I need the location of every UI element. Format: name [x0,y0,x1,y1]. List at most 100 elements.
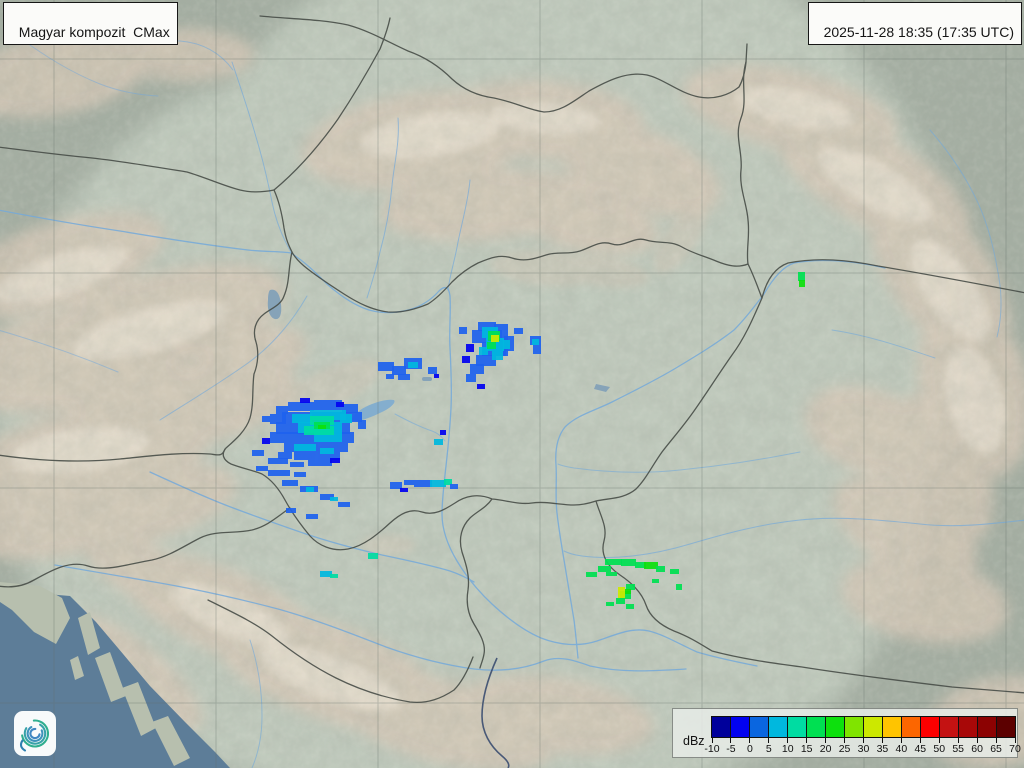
morava-river [231,61,292,253]
prut-river [929,129,1002,338]
dbz-tick-label: 45 [914,743,927,755]
dbz-tick-mark [881,738,883,743]
hron-river [447,179,471,291]
dbz-tick-label: -5 [726,743,736,755]
dbz-tick-mark [825,738,827,743]
dbz-tick-mark [976,738,978,743]
southern-border-green-cluster [586,559,682,609]
border-ua-ro [761,259,1024,299]
dbz-color-cell [882,717,901,737]
border-at-sk [273,189,293,253]
dbz-tick-label: 50 [933,743,946,755]
dbz-tick-mark [900,738,902,743]
dbz-color-cell [825,717,844,737]
somes-river [831,329,936,359]
border-at-si [0,448,226,462]
dbz-tick-label: 10 [781,743,794,755]
border-sk-ua [737,61,750,265]
dbz-tick-label: 60 [971,743,983,755]
product-title-label: Magyar kompozit CMax [18,24,170,41]
danube-river [0,209,758,667]
dbz-tick-label: 5 [765,743,772,755]
logo-spiral-icon [19,719,50,752]
dbz-color-scale-legend: dBz -10 -5 0 5 10 15 20 25 30 35 40 45 50 55 60 65 70 [672,708,1021,758]
dbz-tick-label: 30 [857,743,870,755]
dbz-tick-label: 40 [895,743,908,755]
tisza-river [555,259,886,659]
maros-river [563,517,1024,559]
alpine-river [0,330,119,373]
una-river [249,639,263,768]
dbz-color-bar [711,716,1016,738]
dbz-tick-mark [919,738,921,743]
drina-river [481,657,510,768]
dbz-tick-mark [806,738,808,743]
dbz-scale-ticks: -10 -5 0 5 10 15 20 25 30 35 40 45 50 55 60 65 70 [704,738,1021,757]
dbz-tick-label: 15 [800,743,813,755]
dbz-tick-label: 55 [952,743,965,755]
dbz-tick-label: -10 [704,743,720,755]
dbz-color-cell [844,717,863,737]
timestamp-label: 2025-11-28 18:35 (17:35 UTC) [823,24,1014,41]
logo-background [14,711,56,756]
dbz-tick-mark [938,738,940,743]
budapest-area-cluster [459,322,541,389]
dbz-tick-mark [768,738,770,743]
dbz-color-cell [996,717,1015,737]
lake-velence [422,377,432,381]
border-cz-at [0,146,275,193]
dbz-tick-mark [1014,738,1016,743]
dbz-tick-label: 25 [838,743,851,755]
adriatic-sea-group [0,582,230,768]
dbz-tick-mark [995,738,997,743]
dbz-color-cell [901,717,920,737]
dbz-tick-label: 70 [1009,743,1021,755]
mid-transdanubia-fragments [378,358,446,445]
legend-unit-label: dBz [683,734,705,748]
dbz-color-cell [730,717,749,737]
country-borders-layer [0,15,1024,704]
hungaromet-spiral-logo [14,711,56,756]
dbz-color-cell [977,717,996,737]
border-hungary [222,238,763,551]
drava-river [149,471,475,583]
upper-left-river [19,37,159,97]
south-transdanubia-line [320,479,458,578]
dbz-color-cell [712,717,730,737]
lake-tisza [594,384,610,392]
raba-river [159,295,308,421]
dbz-tick-mark [749,738,751,743]
koros-river [557,451,801,473]
border-rs-ro [595,500,1024,694]
border-pl-sk [259,15,748,113]
dbz-color-cell [768,717,787,737]
timestamp-box: 2025-11-28 18:35 (17:35 UTC) [807,2,1022,46]
dbz-color-cell [920,717,939,737]
dbz-color-cell [806,717,825,737]
dbz-tick-mark [711,738,713,743]
dbz-tick-mark [957,738,959,743]
lakes-group [267,289,610,421]
border-cz-sk [273,17,391,191]
lake-neusiedl [267,289,282,320]
dbz-tick-mark [863,738,864,743]
lake-balaton [351,399,395,421]
border-si-hr [0,507,291,588]
dbz-color-cell [939,717,958,737]
rivers-layer [0,34,1024,768]
dbz-tick-label: 20 [819,743,832,755]
dbz-color-cell [958,717,977,737]
dbz-tick-mark [844,738,846,743]
sio-river [394,413,446,442]
vah-river [366,117,399,299]
dbz-tick-label: 65 [990,743,1002,755]
product-title-box: Magyar kompozit CMax [3,2,178,46]
northeast-dot [798,272,805,287]
croatian-islands [70,612,190,766]
sava-river [54,564,687,672]
dbz-tick-label: 0 [746,743,753,755]
dbz-color-cell [749,717,768,737]
west-transdanubia-cluster [252,398,366,519]
